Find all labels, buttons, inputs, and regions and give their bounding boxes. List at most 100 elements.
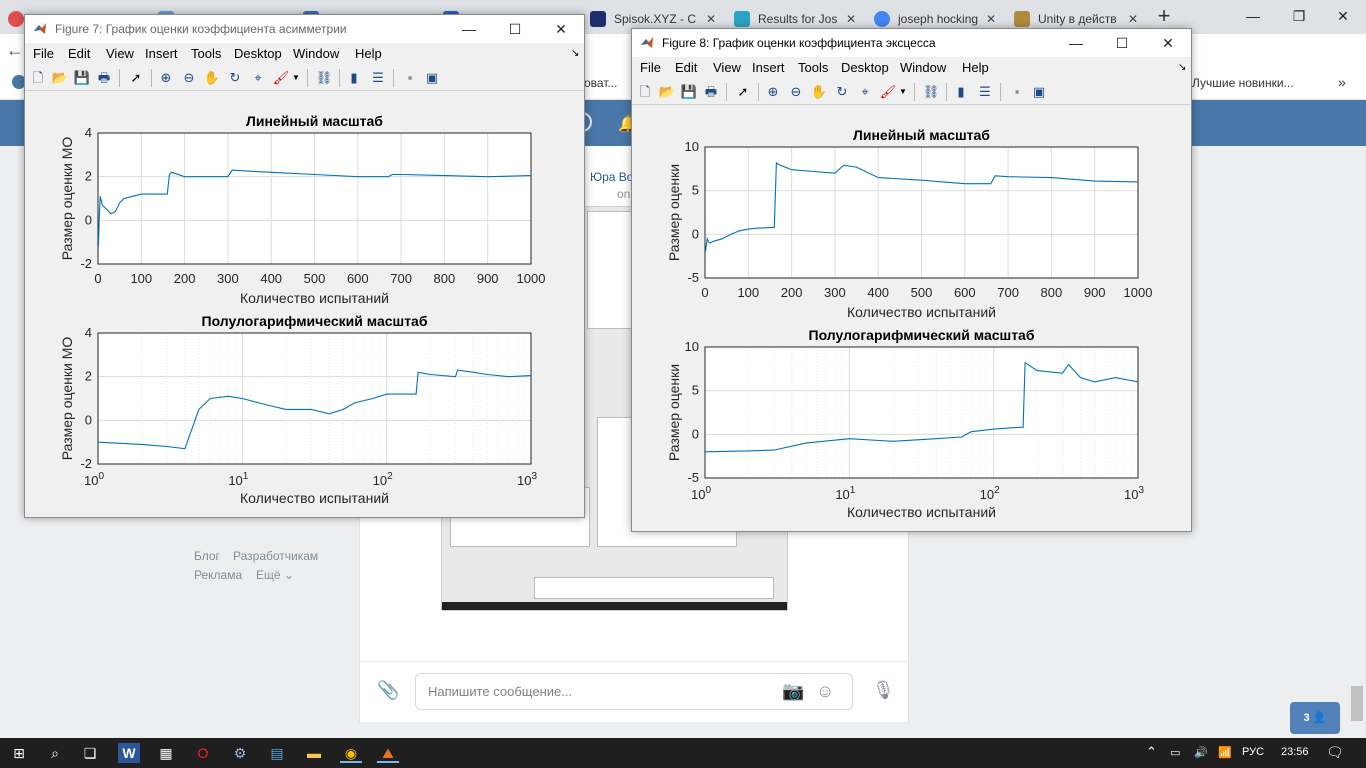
volume-icon[interactable]: 🔊 — [1194, 747, 1208, 759]
app-icon[interactable]: ⚙ — [233, 745, 247, 761]
brush-icon[interactable]: 🖌 — [272, 70, 290, 85]
dock-arrow-icon[interactable]: ↘ — [571, 48, 580, 59]
show-plot-tools-icon[interactable]: ▣ — [425, 70, 439, 85]
clock-time[interactable]: 23:56 — [1281, 746, 1309, 758]
menu-view[interactable]: View — [106, 46, 134, 61]
open-file-icon[interactable]: 📂 — [51, 70, 69, 85]
maximize-icon[interactable]: ☐ — [1115, 35, 1129, 51]
close-icon[interactable]: ✕ — [705, 12, 716, 26]
keyboard-language[interactable]: РУС — [1242, 746, 1265, 758]
close-icon[interactable]: ✕ — [1162, 35, 1174, 51]
scrollbar-thumb[interactable] — [1351, 686, 1363, 721]
zoom-out-icon[interactable]: ⊖ — [183, 70, 195, 85]
camera-icon[interactable]: 📷 — [782, 681, 805, 701]
menu-insert[interactable]: Insert — [752, 60, 785, 75]
data-cursor-icon[interactable]: ⌖ — [861, 84, 869, 99]
close-icon[interactable]: ✕ — [845, 12, 856, 26]
link-plot-icon[interactable]: ⛓ — [315, 70, 333, 85]
rotate-3d-icon[interactable]: ↻ — [229, 70, 241, 85]
open-file-icon[interactable]: 📂 — [658, 84, 676, 99]
save-icon[interactable]: 💾 — [73, 70, 91, 85]
windows-start-icon[interactable]: ⊞ — [13, 745, 25, 761]
new-tab-button[interactable]: + — [1157, 3, 1171, 28]
network-icon[interactable]: 📶 — [1218, 747, 1232, 759]
brush-icon[interactable]: 🖌 — [879, 84, 897, 99]
footer-link[interactable]: Реклама — [194, 568, 243, 582]
menu-view[interactable]: View — [713, 60, 741, 75]
figure7-plot-area[interactable]: 420-20 100 200 300 400 500 600 700 800 900 1000Лин… — [25, 92, 584, 517]
figure7-titlebar[interactable]: Figure 7: График оценки коэффициента аси… — [25, 15, 584, 43]
data-cursor-icon[interactable]: ⌖ — [254, 70, 262, 85]
file-explorer-icon[interactable]: ▬ — [307, 745, 321, 761]
new-figure-icon[interactable]: 🗋 — [32, 70, 44, 85]
show-plot-tools-icon[interactable]: ▣ — [1032, 84, 1046, 99]
bookmark-item[interactable]: Лучшие новинки... — [1192, 76, 1294, 90]
menu-tools[interactable]: Tools — [191, 46, 222, 61]
minimize-icon[interactable]: — — [1069, 35, 1083, 51]
restore-icon[interactable]: ❐ — [1292, 8, 1306, 24]
pointer-icon[interactable]: ➚ — [737, 84, 749, 99]
bookmark-item[interactable]: оват... — [584, 76, 618, 90]
maximize-icon[interactable]: ☐ — [508, 21, 522, 37]
close-icon[interactable]: ✕ — [555, 21, 567, 37]
footer-link[interactable]: Блог — [194, 549, 220, 563]
bookmark-favicon-icon[interactable] — [12, 75, 26, 89]
zoom-out-icon[interactable]: ⊖ — [790, 84, 802, 99]
rotate-3d-icon[interactable]: ↻ — [836, 84, 848, 99]
attach-icon[interactable]: 📎 — [377, 680, 400, 700]
menu-help[interactable]: Help — [962, 60, 989, 75]
menu-help[interactable]: Help — [355, 46, 382, 61]
chevron-down-icon[interactable]: ▼ — [899, 87, 907, 96]
close-icon[interactable]: ✕ — [1127, 12, 1138, 26]
online-friends-badge[interactable]: 3 👤 — [1290, 702, 1340, 734]
notes-app-icon[interactable]: ▤ — [270, 745, 284, 761]
hide-plot-tools-icon[interactable]: ▪ — [1014, 84, 1020, 99]
matlab-app-icon[interactable]: ⛰ — [377, 743, 399, 763]
minimize-icon[interactable]: — — [1246, 8, 1260, 24]
chevron-down-icon[interactable]: ▼ — [292, 73, 300, 82]
print-icon[interactable]: 🖶 — [704, 84, 718, 99]
opera-app-icon[interactable]: O — [197, 745, 209, 761]
menu-tools[interactable]: Tools — [798, 60, 829, 75]
calculator-app-icon[interactable]: ▦ — [159, 745, 173, 761]
pan-icon[interactable]: ✋ — [810, 84, 828, 99]
pan-icon[interactable]: ✋ — [203, 70, 221, 85]
menu-window[interactable]: Window — [900, 60, 947, 75]
save-icon[interactable]: 💾 — [680, 84, 698, 99]
colorbar-icon[interactable]: ▮ — [957, 84, 965, 99]
print-icon[interactable]: 🖶 — [97, 70, 111, 85]
footer-link[interactable]: Разработчикам — [233, 549, 319, 563]
legend-icon[interactable]: ☰ — [372, 70, 384, 85]
back-arrow-icon[interactable]: ← — [6, 40, 24, 60]
chrome-app-icon[interactable]: ◉ — [340, 743, 362, 763]
chevron-right-icon[interactable]: » — [1338, 74, 1346, 90]
link-plot-icon[interactable]: ⛓ — [922, 84, 940, 99]
microphone-icon[interactable]: 🎙 — [872, 680, 895, 700]
menu-file[interactable]: File — [33, 46, 54, 61]
message-input[interactable]: Напишите сообщение... — [415, 673, 853, 710]
task-view-icon[interactable]: ❏ — [83, 745, 97, 761]
battery-icon[interactable]: ▭ — [1170, 747, 1181, 759]
close-icon[interactable]: ✕ — [985, 12, 996, 26]
menu-desktop[interactable]: Desktop — [841, 60, 889, 75]
dock-arrow-icon[interactable]: ↘ — [1178, 62, 1187, 73]
zoom-in-icon[interactable]: ⊕ — [767, 84, 779, 99]
minimize-icon[interactable]: — — [462, 21, 476, 37]
search-icon[interactable]: ⌕ — [51, 745, 59, 761]
emoji-icon[interactable]: ☺ — [816, 681, 835, 701]
word-app-icon[interactable]: W — [118, 743, 140, 763]
tray-chevron-up-icon[interactable]: ⌃ — [1146, 744, 1157, 759]
footer-link[interactable]: Ещё ⌄ — [256, 568, 294, 582]
hide-plot-tools-icon[interactable]: ▪ — [407, 70, 413, 85]
menu-file[interactable]: File — [640, 60, 661, 75]
menu-window[interactable]: Window — [293, 46, 340, 61]
menu-edit[interactable]: Edit — [675, 60, 698, 75]
menu-insert[interactable]: Insert — [145, 46, 178, 61]
legend-icon[interactable]: ☰ — [979, 84, 991, 99]
new-figure-icon[interactable]: 🗋 — [639, 84, 651, 99]
menu-edit[interactable]: Edit — [68, 46, 91, 61]
menu-desktop[interactable]: Desktop — [234, 46, 282, 61]
colorbar-icon[interactable]: ▮ — [350, 70, 358, 85]
figure8-titlebar[interactable]: Figure 8: График оценки коэффициента экс… — [632, 29, 1191, 57]
